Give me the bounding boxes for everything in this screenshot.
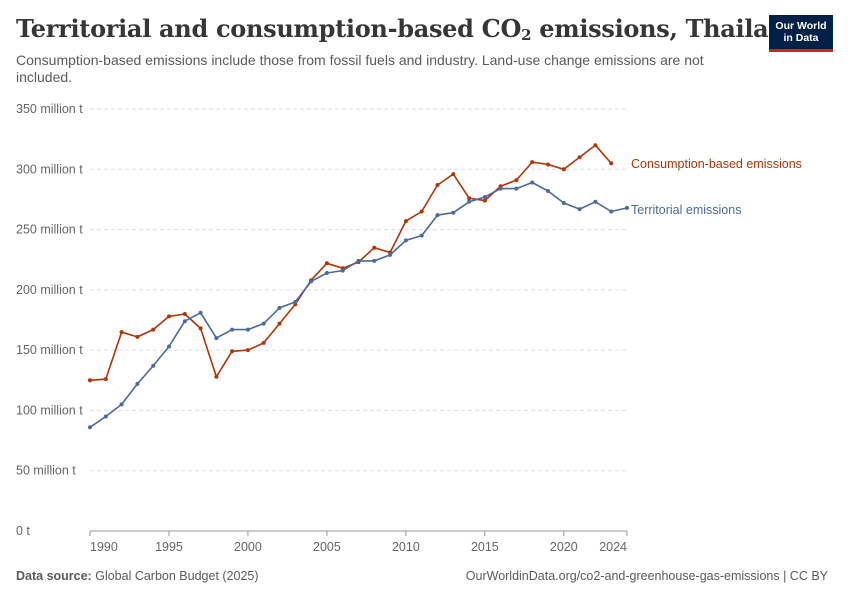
x-tick-label: 1995 (155, 540, 183, 554)
data-point (372, 258, 377, 263)
data-point (403, 238, 408, 243)
data-point (182, 319, 187, 324)
data-point (182, 312, 187, 316)
series-line-territorial (89, 181, 628, 428)
y-tick-label: 350 million t (16, 102, 83, 116)
data-point (561, 167, 566, 172)
data-point (88, 378, 92, 383)
x-tick-label: 2020 (550, 540, 578, 554)
data-point (198, 310, 203, 315)
data-point (593, 143, 598, 148)
data-point (151, 363, 156, 368)
data-point (119, 402, 124, 407)
title-rest: emissions, Thailand (531, 14, 803, 43)
data-point (119, 330, 124, 335)
x-tick-label: 2005 (313, 540, 341, 554)
data-point (356, 258, 361, 263)
y-tick-label: 200 million t (16, 283, 83, 297)
data-point (103, 414, 108, 419)
data-point (577, 155, 582, 160)
data-point (135, 334, 140, 339)
data-point (103, 377, 108, 382)
data-point (324, 261, 329, 266)
data-point (151, 327, 156, 332)
data-source: Data source: Global Carbon Budget (2025) (16, 569, 259, 583)
data-source-label: Data source: (16, 569, 92, 583)
title-main: Territorial and consumption-based CO (16, 14, 522, 43)
data-point (214, 374, 219, 379)
y-tick-label: 150 million t (16, 343, 83, 357)
data-point (467, 196, 472, 201)
data-point (214, 336, 219, 341)
data-point (293, 299, 298, 304)
y-tick-label: 250 million t (16, 223, 83, 237)
data-point (230, 327, 235, 332)
data-point (340, 268, 345, 273)
y-tick-label: 0 t (16, 524, 30, 538)
data-point (625, 205, 629, 210)
data-point (167, 314, 171, 319)
data-point (482, 198, 487, 203)
data-point (309, 279, 314, 284)
logo-line-1: Our World (775, 20, 827, 32)
data-point (530, 180, 535, 185)
data-point (435, 183, 440, 187)
data-point (277, 321, 282, 326)
data-point (419, 233, 424, 238)
data-point (372, 245, 377, 250)
logo-line-2: in Data (783, 32, 819, 44)
y-tick-label: 300 million t (16, 162, 83, 176)
data-point (198, 326, 203, 331)
data-point (577, 207, 582, 212)
owid-logo[interactable]: Our World in Data (769, 15, 833, 52)
x-tick-label: 2024 (599, 540, 627, 554)
x-tick-label: 2010 (392, 540, 420, 554)
chart-title: Territorial and consumption-based CO2 em… (16, 14, 802, 44)
y-tick-label: 50 million t (16, 464, 76, 478)
data-point (403, 219, 408, 224)
data-point (324, 271, 329, 275)
data-point (451, 172, 456, 177)
data-point (245, 348, 250, 353)
data-point (593, 199, 598, 204)
data-point (482, 195, 487, 199)
data-point (451, 210, 456, 215)
data-source-value[interactable]: Global Carbon Budget (2025) (95, 569, 259, 583)
data-point (245, 327, 250, 332)
data-point (435, 213, 440, 218)
data-point (88, 425, 92, 430)
data-point (261, 340, 266, 345)
data-point (467, 199, 472, 204)
data-point (261, 321, 266, 326)
x-tick-label: 2000 (234, 540, 262, 554)
series-label: Territorial emissions (631, 203, 741, 217)
data-point (167, 344, 171, 349)
x-tick-label: 2015 (471, 540, 499, 554)
data-point (230, 349, 235, 354)
title-subscript: 2 (521, 26, 532, 44)
data-point (530, 160, 535, 165)
chart-subtitle: Consumption-based emissions include thos… (16, 52, 704, 85)
data-point (609, 209, 614, 214)
y-tick-label: 100 million t (16, 403, 83, 417)
x-tick-label: 1990 (90, 540, 118, 554)
source-url[interactable]: OurWorldinData.org/co2-and-greenhouse-ga… (465, 569, 828, 583)
data-point (388, 252, 393, 257)
series-label: Consumption-based emissions (631, 157, 802, 171)
data-point (546, 162, 550, 167)
data-point (419, 209, 424, 214)
data-point (277, 305, 282, 310)
data-point (135, 381, 140, 386)
data-point (514, 186, 519, 191)
data-point (546, 189, 550, 193)
data-point (561, 201, 566, 205)
data-point (514, 178, 519, 183)
data-point (609, 161, 614, 166)
data-point (498, 186, 503, 191)
